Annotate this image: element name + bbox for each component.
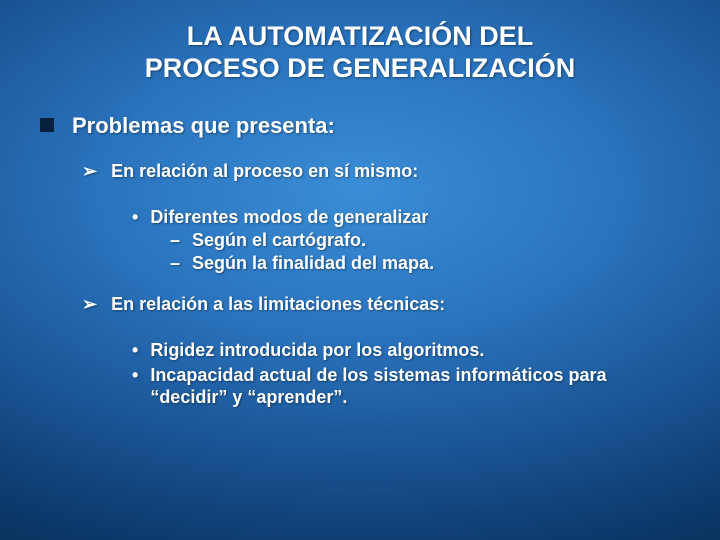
title-line-2: PROCESO DE GENERALIZACIÓN — [145, 53, 576, 83]
lvl1-text: Problemas que presenta: — [72, 113, 335, 139]
arrow-icon: ➢ — [82, 161, 97, 182]
lvl4b-text: Según la finalidad del mapa. — [192, 253, 434, 274]
dash-icon: – — [170, 230, 180, 251]
arrow-icon: ➢ — [82, 294, 97, 315]
slide-title: LA AUTOMATIZACIÓN DEL PROCESO DE GENERAL… — [40, 20, 680, 85]
bullet-lvl2-b: ➢ En relación a las limitaciones técnica… — [82, 294, 680, 315]
title-line-1: LA AUTOMATIZACIÓN DEL — [187, 21, 533, 51]
lvl2a-text: En relación al proceso en sí mismo: — [111, 161, 418, 182]
spacer — [40, 276, 680, 294]
bullet-lvl3-b: • Rigidez introducida por los algoritmos… — [132, 339, 680, 362]
lvl2b-text: En relación a las limitaciones técnicas: — [111, 294, 445, 315]
bullet-lvl4-a: – Según el cartógrafo. — [170, 230, 680, 251]
lvl4a-text: Según el cartógrafo. — [192, 230, 366, 251]
dot-icon: • — [132, 339, 138, 362]
bullet-lvl4-b: – Según la finalidad del mapa. — [170, 253, 680, 274]
dash-icon: – — [170, 253, 180, 274]
bullet-lvl3-a: • Diferentes modos de generalizar — [132, 206, 680, 229]
dot-icon: • — [132, 364, 138, 387]
spacer — [40, 196, 680, 206]
lvl3b-text: Rigidez introducida por los algoritmos. — [150, 339, 484, 362]
slide: LA AUTOMATIZACIÓN DEL PROCESO DE GENERAL… — [0, 0, 720, 540]
lvl3a-text: Diferentes modos de generalizar — [150, 206, 428, 229]
bullet-lvl2-a: ➢ En relación al proceso en sí mismo: — [82, 161, 680, 182]
square-bullet-icon — [40, 118, 54, 132]
bullet-lvl3-c: • Incapacidad actual de los sistemas inf… — [132, 364, 680, 409]
dot-icon: • — [132, 206, 138, 229]
spacer — [40, 329, 680, 339]
bullet-lvl1: Problemas que presenta: — [40, 113, 680, 139]
lvl3c-text: Incapacidad actual de los sistemas infor… — [150, 364, 680, 409]
